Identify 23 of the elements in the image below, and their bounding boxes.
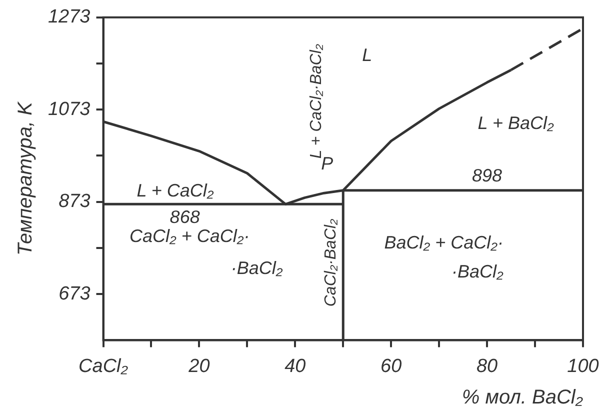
x-tick-label: 40: [284, 356, 306, 377]
annotation: ·BaCl₂: [230, 258, 283, 278]
annotation: L: [362, 45, 372, 66]
annotation: ·BaCl₂: [452, 261, 504, 282]
x-tick-label: 100: [567, 356, 600, 377]
x-axis-title: % мол. BaCl₂: [462, 386, 584, 409]
annotation: CaCl₂·BaCl₂: [322, 218, 340, 307]
x-tick-label: 60: [380, 356, 402, 377]
y-tick-label: 1073: [48, 98, 91, 120]
y-axis-title: Температура, K: [14, 100, 37, 256]
annotation: L + BaCl₂: [478, 112, 554, 133]
annotation: P: [321, 153, 334, 174]
annotation: 868: [170, 207, 200, 228]
x-tick-label: 80: [476, 356, 498, 377]
y-tick-label: 673: [58, 283, 91, 304]
annotation: BaCl₂ + CaCl₂·: [384, 232, 504, 252]
y-tick-label: 1273: [48, 6, 91, 28]
x-tick-label: 20: [188, 356, 210, 377]
x-tick-label: CaCl₂: [78, 356, 129, 377]
annotation: 898: [472, 165, 502, 186]
annotation: CaCl₂ + CaCl₂·: [129, 226, 250, 246]
y-tick-label: 873: [58, 191, 91, 212]
annotation: L + CaCl₂: [136, 180, 214, 201]
